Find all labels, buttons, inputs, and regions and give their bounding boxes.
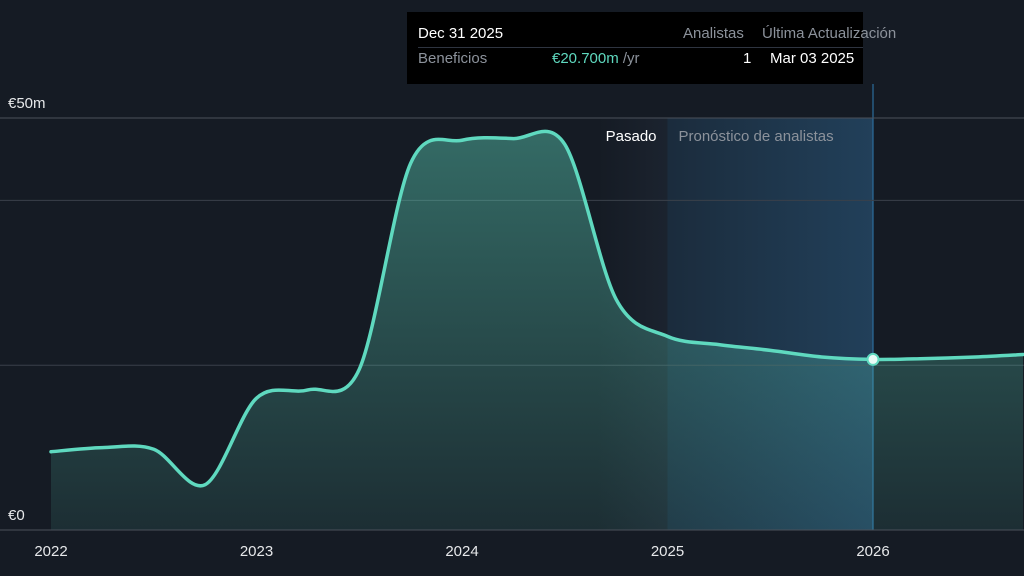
x-tick-label: 2022 [34, 543, 67, 560]
tooltip-date: Dec 31 2025 [418, 25, 504, 42]
tooltip-divider [418, 47, 863, 48]
earnings-area [51, 131, 1024, 530]
tooltip-header-updated: Última Actualización [762, 25, 897, 42]
tooltip-value-number: €20.700m [552, 50, 619, 67]
past-region-label: Pasado [606, 128, 657, 145]
y-tick-label: €50m [8, 95, 46, 112]
tooltip-analysts-count: 1 [743, 50, 752, 67]
tooltip-value-unit: /yr [618, 50, 640, 67]
earnings-line [49, 129, 1024, 488]
data-tooltip: Dec 31 2025 Analistas Última Actualizaci… [407, 12, 896, 84]
tooltip-header-analysts: Analistas [683, 25, 744, 42]
x-tick-label: 2024 [445, 543, 478, 560]
tooltip-value: €20.700m /yr [552, 50, 640, 67]
forecast-region-label: Pronóstico de analistas [679, 128, 834, 145]
tooltip-metric: Beneficios [418, 50, 488, 67]
x-tick-label: 2026 [856, 543, 889, 560]
tooltip-updated-date: Mar 03 2025 [770, 50, 855, 67]
forecast-marker-point [866, 352, 880, 366]
y-tick-label: €0 [8, 507, 25, 524]
x-tick-label: 2025 [651, 543, 684, 560]
x-tick-label: 2023 [240, 543, 273, 560]
